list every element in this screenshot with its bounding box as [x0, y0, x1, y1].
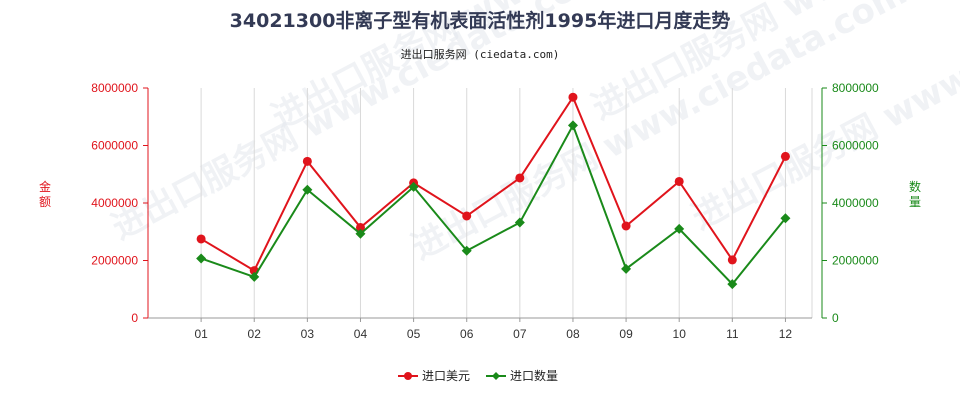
data-point-amount: [674, 176, 684, 186]
x-tick-label: 07: [513, 327, 527, 341]
y-axis-title-left: 金额: [39, 179, 51, 209]
data-point-amount: [462, 211, 472, 221]
chart-subtitle: 进出口服务网 (ciedata.com): [401, 47, 560, 61]
data-point-amount: [568, 92, 578, 102]
data-point-quantity: [249, 271, 260, 282]
x-tick-label: 02: [248, 327, 262, 341]
series-line-1: [200, 95, 787, 272]
data-point-quantity: [355, 228, 366, 239]
legend-marker-amount: [404, 372, 412, 380]
data-point-amount: [727, 255, 737, 265]
data-point-quantity: [514, 217, 525, 228]
x-tick-label: 10: [673, 327, 687, 341]
y-tick-label-left: 0: [131, 311, 138, 325]
y-tick-label-right: 2000000: [832, 254, 879, 268]
data-point-quantity: [567, 120, 578, 131]
chart-title: 34021300非离子型有机表面活性剂1995年进口月度走势: [230, 9, 731, 32]
data-point-quantity: [674, 223, 685, 234]
y-tick-label-left: 6000000: [91, 139, 138, 153]
data-point-amount: [621, 221, 631, 231]
x-tick-label: 06: [460, 327, 474, 341]
data-point-quantity: [727, 279, 738, 290]
data-point-quantity: [461, 245, 472, 256]
data-point-quantity: [302, 184, 313, 195]
data-point-quantity: [780, 213, 791, 224]
y-tick-label-right: 6000000: [832, 139, 879, 153]
data-point-amount: [302, 156, 312, 166]
y-tick-label-left: 2000000: [91, 254, 138, 268]
y-tick-label-right: 0: [832, 311, 839, 325]
x-tick-label: 11: [726, 327, 739, 341]
data-point-amount: [196, 234, 206, 244]
y-axis-title-right: 数量: [909, 179, 921, 209]
watermark-text: 进出口服务网 www.ciedata.com: [105, 0, 613, 248]
y-tick-label-right: 8000000: [832, 81, 879, 95]
y-tick-label-left: 8000000: [91, 81, 138, 95]
x-tick-label: 03: [301, 327, 315, 341]
data-point-quantity: [408, 181, 419, 192]
x-tick-label: 08: [566, 327, 580, 341]
x-tick-label: 04: [354, 327, 368, 341]
legend: 进口美元 进口数量: [398, 368, 558, 383]
x-tick-label: 12: [779, 327, 793, 341]
legend-marker-quantity: [492, 372, 500, 380]
y-tick-label-left: 4000000: [91, 196, 138, 210]
data-point-amount: [515, 173, 525, 183]
x-tick-label: 09: [619, 327, 633, 341]
data-point-amount: [355, 222, 365, 232]
data-point-quantity: [196, 253, 207, 264]
legend-label-2: 进口数量: [510, 368, 558, 383]
data-point-quantity: [621, 263, 632, 274]
data-point-amount: [780, 151, 790, 161]
y-tick-label-right: 4000000: [832, 196, 879, 210]
axes: 0 0 2000000 2000000 4000000 4000000 6000000 600…: [39, 81, 921, 341]
series-layer: [196, 92, 791, 290]
x-tick-label: 01: [194, 327, 208, 341]
x-tick-label: 05: [407, 327, 421, 341]
legend-label-1: 进口美元: [422, 369, 470, 383]
series-line-2: [200, 122, 787, 286]
